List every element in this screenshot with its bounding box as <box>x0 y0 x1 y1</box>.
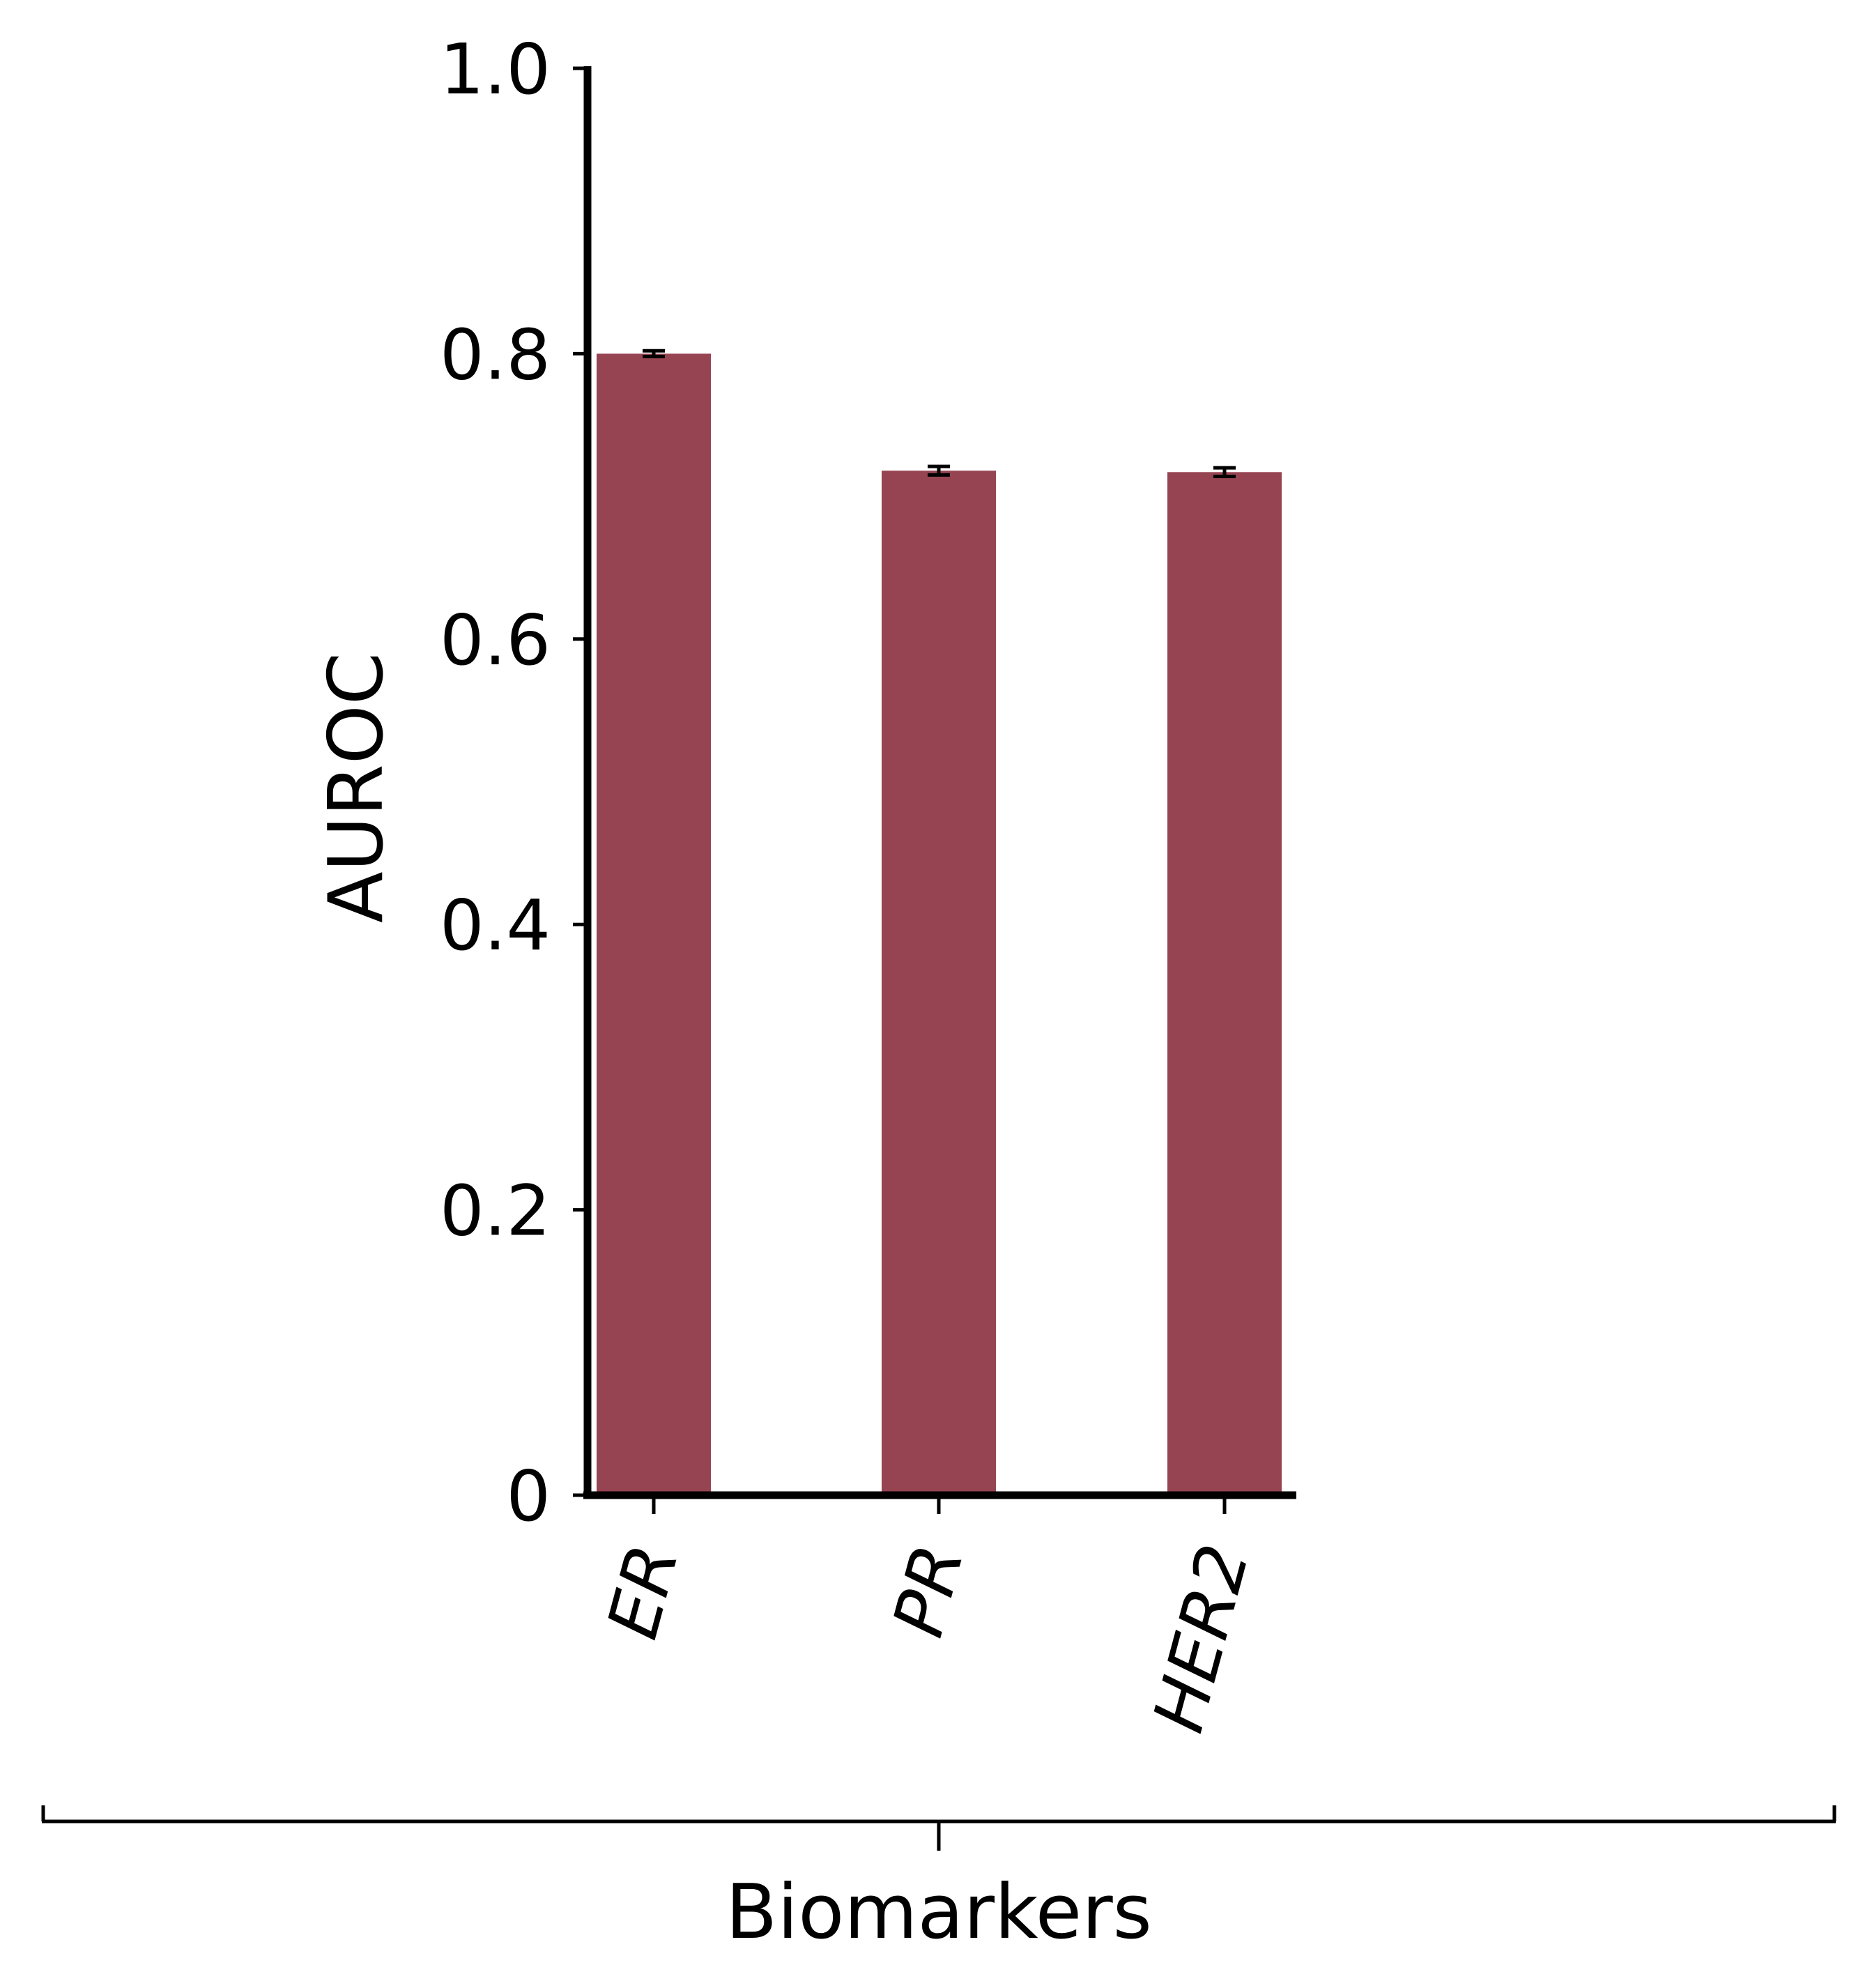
y-tick-label: 0 <box>506 1455 551 1537</box>
y-tick-label: 0.8 <box>440 314 551 395</box>
error-bars-layer <box>643 349 1236 478</box>
x-axis-title: Biomarkers <box>726 1869 1152 1956</box>
bars-layer <box>597 353 1282 1495</box>
x-ticks-layer: ER PR HER2 <box>592 1499 1265 1740</box>
x-tick-label-er: ER <box>592 1536 694 1646</box>
y-tick-label: 0.4 <box>440 885 551 966</box>
x-tick-label-her2: HER2 <box>1137 1536 1265 1741</box>
bar-pr <box>882 471 996 1495</box>
x-axis-bracket <box>41 1805 1836 1851</box>
bar-er <box>597 353 711 1495</box>
y-tick-label: 1.0 <box>440 29 551 110</box>
y-axis-title: AUROC <box>313 652 400 923</box>
y-tick-label: 0.6 <box>440 599 551 681</box>
y-tick-label: 0.2 <box>440 1170 551 1252</box>
x-tick-label-pr: PR <box>877 1536 980 1645</box>
bar-her2 <box>1167 472 1282 1495</box>
y-ticks-layer: 0 0.2 0.4 0.6 0.8 1.0 <box>440 29 588 1537</box>
